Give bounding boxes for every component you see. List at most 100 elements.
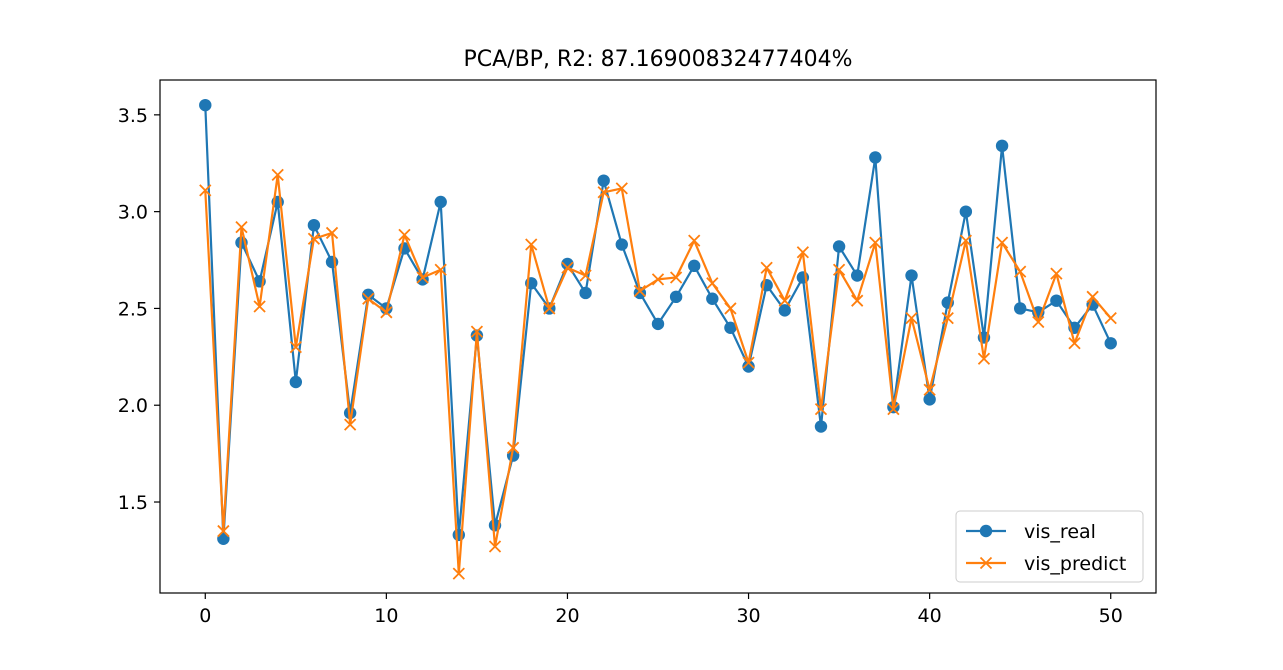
data-point-vis_real (199, 98, 212, 112)
data-point-vis_predict (1050, 267, 1063, 280)
x-tick-label: 20 (555, 605, 579, 627)
data-point-vis_predict (1104, 311, 1117, 325)
data-point-vis_real (362, 288, 375, 302)
data-point-vis_predict (380, 306, 393, 319)
y-tick-label: 3.5 (118, 105, 148, 127)
data-point-vis_predict (923, 383, 936, 396)
data-point-vis_predict (977, 352, 991, 365)
data-point-vis_predict (669, 271, 683, 284)
data-point-vis_predict (561, 261, 574, 274)
data-point-vis_real (688, 259, 701, 273)
data-point-vis_predict (959, 234, 972, 247)
data-point-vis_predict (199, 184, 212, 197)
data-point-vis_predict (235, 220, 248, 234)
data-point-vis_predict (1068, 337, 1081, 350)
data-point-vis_predict (217, 524, 230, 538)
data-point-vis_predict (307, 232, 321, 245)
data-point-vis_real (651, 317, 665, 331)
plot-area-frame (159, 79, 1157, 594)
y-tick-label: 1.5 (118, 492, 148, 514)
x-tick-label: 50 (1099, 605, 1123, 627)
data-point-vis_predict (253, 300, 266, 313)
data-point-vis_real (561, 257, 574, 271)
x-tick-label: 40 (918, 605, 942, 627)
data-point-vis_predict (416, 271, 429, 284)
data-point-vis_real (452, 528, 465, 542)
data-point-vis_real (706, 292, 719, 305)
legend-entry-vis_predict: vis_predict (966, 553, 1126, 575)
data-point-vis_predict (760, 261, 773, 274)
y-tick-label: 3.0 (118, 202, 148, 224)
data-point-vis_predict (615, 182, 628, 195)
legend-marker (979, 524, 993, 538)
data-point-vis_predict (1014, 265, 1027, 278)
data-point-vis_real (307, 218, 321, 232)
legend-entry-vis_real: vis_real (966, 521, 1096, 543)
data-point-vis_real (832, 240, 846, 253)
series-vis_predict (199, 168, 1117, 580)
data-point-vis_predict (869, 236, 882, 249)
data-point-vis_real (615, 238, 628, 251)
data-point-vis_predict (832, 263, 846, 276)
data-point-vis_predict (289, 341, 302, 354)
series-layer (199, 98, 1117, 580)
data-point-vis_predict (452, 567, 465, 580)
data-point-vis_predict (398, 228, 411, 242)
data-point-vis_real (1013, 302, 1027, 315)
data-point-vis_predict (325, 226, 339, 240)
data-point-vis_real (923, 393, 936, 406)
x-tick-label: 10 (374, 605, 398, 627)
data-point-vis_predict (651, 273, 665, 286)
data-point-vis_predict (362, 292, 375, 305)
data-point-vis_real (742, 360, 755, 373)
data-point-vis_predict (742, 356, 755, 369)
data-point-vis_predict (905, 311, 918, 325)
data-point-vis_predict (814, 402, 828, 416)
x-tick-label: 30 (736, 605, 760, 627)
data-point-vis_real (579, 286, 592, 300)
x-tick-label: 0 (199, 605, 211, 627)
legend: vis_real vis_predict (955, 510, 1144, 583)
data-point-vis_predict (633, 284, 647, 298)
legend-box (955, 510, 1144, 583)
chart-title: PCA/BP, R2: 87.16900832477404% (464, 47, 853, 72)
data-point-vis_predict (543, 302, 556, 315)
data-point-vis_predict (887, 402, 900, 416)
data-point-vis_real (995, 139, 1009, 153)
data-point-vis_predict (995, 236, 1009, 249)
data-point-vis_real (814, 420, 828, 433)
legend-label: vis_predict (1024, 553, 1126, 575)
legend-label: vis_real (1024, 521, 1096, 543)
y-axis: 1.5 2.0 2.5 3.0 3.5 (118, 105, 160, 514)
data-point-vis_real (1050, 294, 1063, 307)
data-point-vis_predict (271, 168, 284, 181)
x-axis: 0 10 20 30 40 50 (199, 593, 1123, 627)
data-point-vis_predict (434, 263, 447, 276)
data-point-vis_real (724, 321, 737, 334)
data-point-vis_predict (488, 540, 502, 553)
data-point-vis_real (669, 290, 683, 304)
y-tick-label: 2.5 (118, 298, 148, 320)
data-point-vis_predict (470, 325, 484, 338)
data-point-vis_predict (688, 234, 701, 247)
data-point-vis_predict (941, 311, 954, 325)
data-point-vis_predict (525, 238, 538, 251)
y-tick-label: 2.0 (118, 395, 148, 417)
data-point-vis_predict (579, 269, 592, 282)
data-point-vis_real (905, 269, 918, 282)
data-point-vis_predict (778, 294, 791, 307)
legend-entries: vis_real vis_predict (966, 521, 1126, 575)
data-point-vis_predict (724, 302, 737, 315)
data-point-vis_real (869, 151, 882, 164)
data-point-vis_real (289, 375, 303, 389)
data-point-vis_predict (344, 418, 357, 431)
data-point-vis_real (325, 255, 339, 269)
data-point-vis_real (851, 269, 864, 282)
data-point-vis_real (597, 174, 610, 187)
data-point-vis_real (217, 532, 230, 545)
data-point-vis_predict (506, 441, 520, 454)
data-point-vis_real (778, 304, 791, 317)
data-point-vis_real (1104, 337, 1117, 350)
